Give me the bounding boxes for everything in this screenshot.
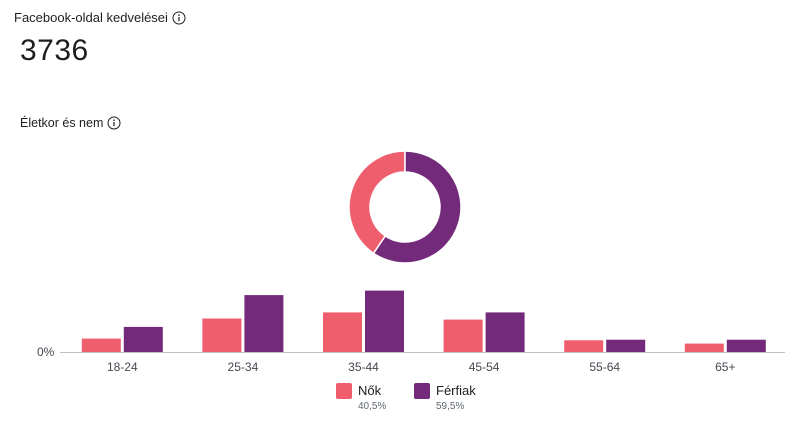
bar-men[interactable] — [485, 312, 525, 352]
bar-men[interactable] — [726, 339, 766, 352]
donut-slice-men[interactable] — [372, 150, 462, 264]
x-tick-label: 25-34 — [228, 360, 259, 374]
legend: Nők 40,5% Férfiak 59,5% — [0, 382, 800, 422]
bar-women[interactable] — [202, 318, 242, 353]
page-title: Facebook-oldal kedvelései — [14, 10, 168, 25]
legend-percent-women: 40,5% — [358, 401, 387, 412]
legend-percent-men: 59,5% — [436, 401, 465, 412]
legend-swatch-women — [336, 382, 352, 399]
legend-item-men[interactable]: Férfiak — [414, 382, 476, 400]
x-tick-label: 65+ — [715, 360, 735, 374]
info-icon[interactable] — [172, 11, 186, 25]
x-tick-label: 18-24 — [107, 360, 138, 374]
x-tick-label: 55-64 — [589, 360, 620, 374]
total-likes-value: 3736 — [20, 34, 89, 67]
bar-women[interactable] — [684, 343, 724, 352]
section-title: Életkor és nem — [20, 116, 104, 130]
x-tick-labels: 18-24 25-34 35-44 45-54 55-64 65+ — [107, 360, 736, 374]
page-header: Facebook-oldal kedvelései — [14, 10, 186, 25]
bar-men[interactable] — [365, 290, 404, 352]
x-tick-label: 35-44 — [348, 360, 379, 374]
bar-women[interactable] — [81, 338, 121, 352]
bar-men[interactable] — [244, 295, 284, 352]
bar-men[interactable] — [123, 326, 163, 352]
bar-group — [81, 290, 766, 353]
y-tick-label: 0% — [37, 345, 55, 359]
bar-women[interactable] — [564, 340, 604, 352]
bar-men[interactable] — [606, 339, 646, 352]
x-tick-label: 45-54 — [469, 360, 500, 374]
bar-women[interactable] — [443, 319, 483, 352]
legend-label: Nők — [358, 383, 382, 399]
legend-swatch-men — [414, 382, 430, 399]
info-icon[interactable] — [107, 116, 121, 130]
bar-women[interactable] — [323, 312, 362, 352]
legend-item-women[interactable]: Nők — [336, 382, 381, 400]
legend-label: Férfiak — [436, 383, 476, 399]
gender-donut — [348, 150, 462, 264]
section-header: Életkor és nem — [20, 116, 121, 130]
donut-slice-women[interactable] — [348, 150, 406, 255]
